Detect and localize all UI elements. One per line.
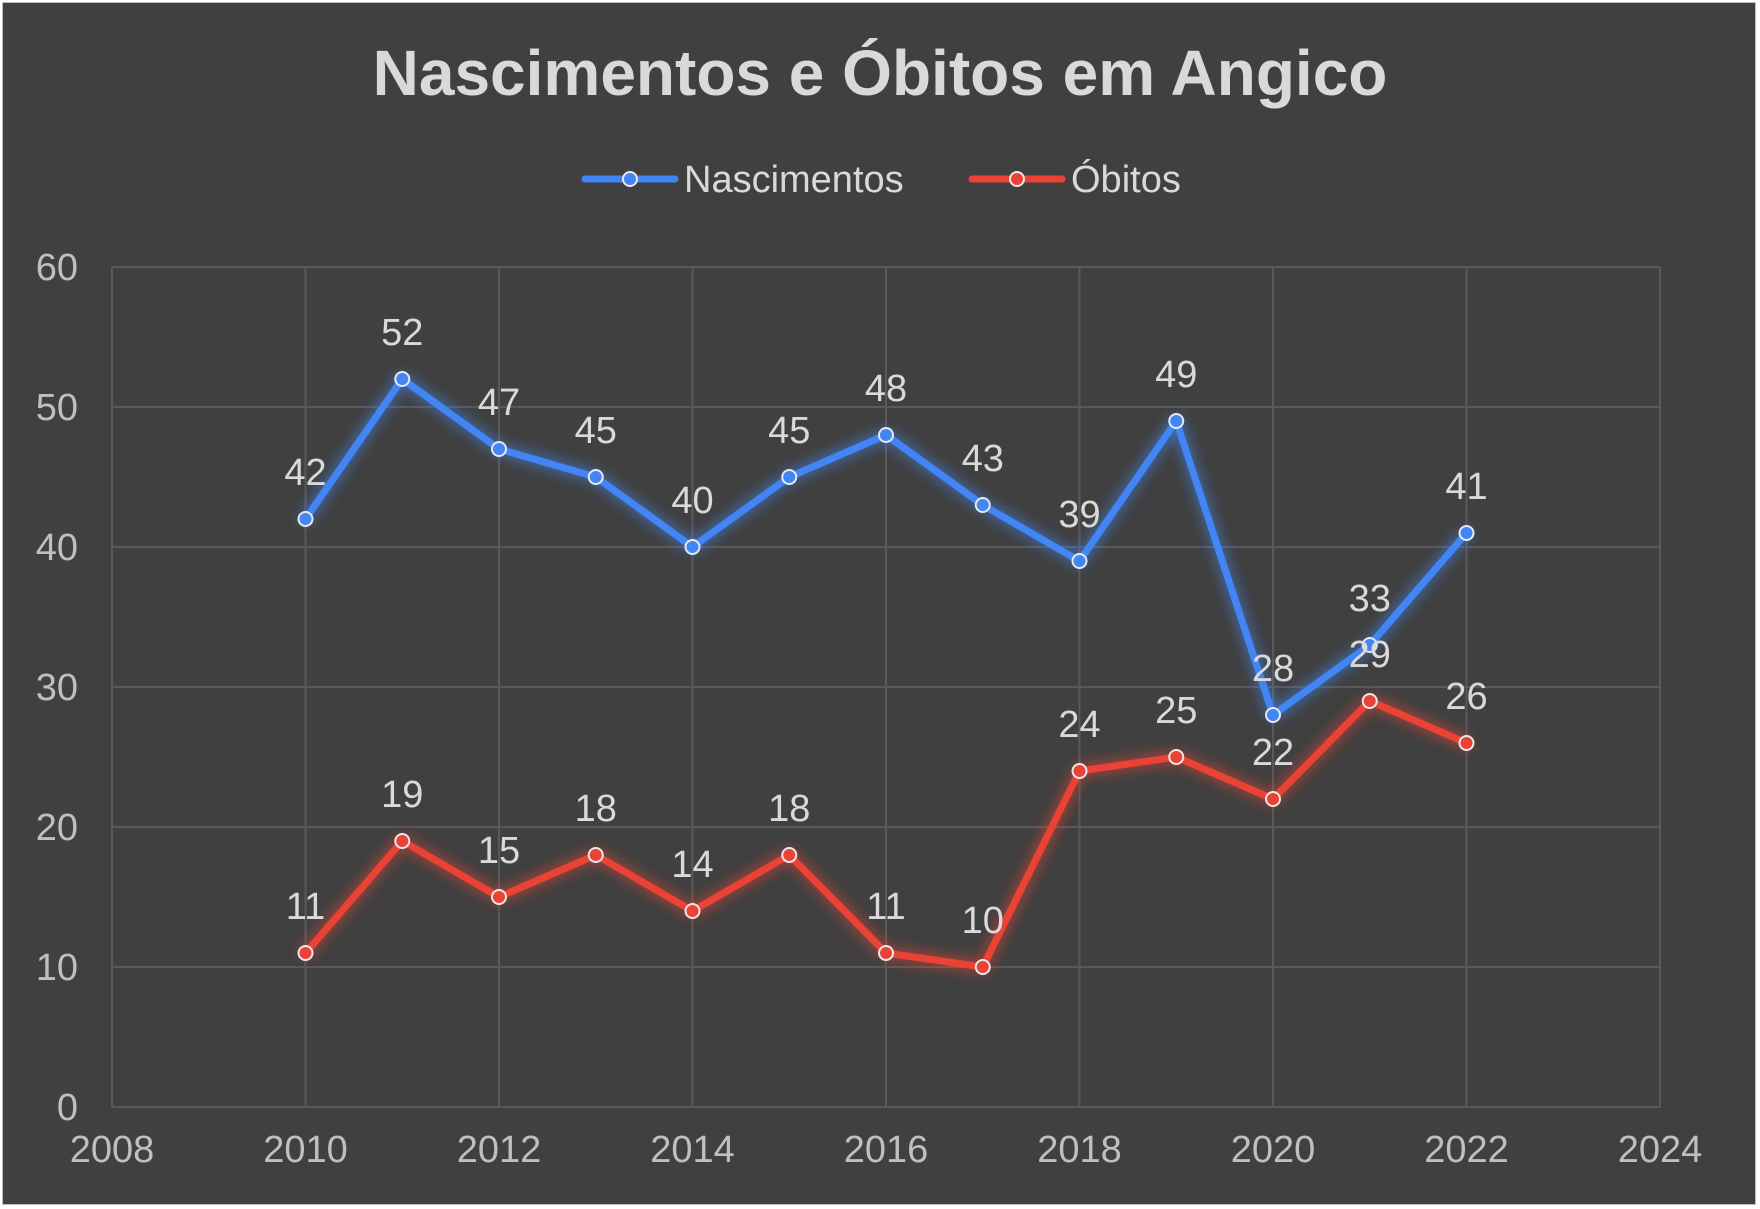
y-tick-label: 0 (57, 1087, 78, 1129)
series-layer (297, 371, 1475, 975)
data-label: 39 (1058, 494, 1100, 536)
x-tick-label: 2014 (650, 1129, 735, 1171)
y-tick-label: 30 (36, 667, 78, 709)
data-label: 52 (381, 312, 423, 354)
x-tick-label: 2016 (844, 1129, 929, 1171)
data-label: 18 (575, 788, 617, 830)
legend: Nascimentos Óbitos (581, 158, 1181, 201)
data-label: 11 (286, 886, 325, 928)
data-label: 18 (768, 788, 810, 830)
data-point (878, 945, 894, 961)
data-label: 47 (478, 382, 520, 424)
data-point (1168, 413, 1185, 429)
y-tick-label: 10 (36, 947, 78, 989)
data-label: 25 (1155, 690, 1197, 732)
data-label: 33 (1349, 578, 1391, 620)
data-label: 41 (1445, 466, 1487, 508)
data-point (1361, 637, 1378, 653)
y-tick-label: 20 (36, 807, 78, 849)
data-point (974, 497, 991, 513)
data-point (684, 539, 701, 555)
data-label: 43 (962, 438, 1004, 480)
data-label: 19 (381, 774, 423, 816)
y-tick-label: 40 (36, 527, 78, 569)
grid (111, 266, 1661, 1108)
data-point (974, 959, 991, 975)
data-point (297, 945, 314, 961)
legend-item-nascimentos: Nascimentos (581, 159, 904, 201)
data-label: 28 (1252, 648, 1294, 690)
data-label: 24 (1058, 704, 1100, 746)
x-tick-label: 2022 (1424, 1129, 1509, 1171)
data-label: 11 (866, 886, 905, 928)
x-axis: 2008 2010 2012 2014 2016 2018 2020 2022 2024 (70, 1129, 1703, 1171)
data-labels: 42 52 47 45 40 45 48 43 39 49 28 33 41 11 19 15 18 14 18 11… (284, 312, 1487, 942)
data-point (1265, 791, 1281, 807)
y-tick-label: 60 (36, 247, 78, 289)
data-point (1458, 525, 1475, 541)
x-tick-label: 2008 (70, 1129, 155, 1171)
x-tick-label: 2010 (263, 1129, 348, 1171)
data-point (684, 903, 701, 919)
data-point (1071, 553, 1088, 569)
legend-marker (622, 171, 638, 187)
data-point (491, 441, 507, 457)
x-tick-label: 2012 (457, 1129, 542, 1171)
x-tick-label: 2020 (1231, 1129, 1316, 1171)
data-point (587, 469, 604, 485)
data-label: 49 (1155, 354, 1197, 396)
y-tick-label: 50 (36, 387, 78, 429)
data-point (1265, 707, 1281, 723)
data-point (878, 427, 894, 443)
data-point (781, 469, 798, 485)
data-label: 42 (284, 452, 326, 494)
data-point (394, 371, 411, 387)
data-label: 22 (1252, 732, 1294, 774)
data-point (394, 833, 411, 849)
data-point (1458, 735, 1475, 751)
data-label: 15 (478, 830, 520, 872)
data-point (587, 847, 604, 863)
data-label: 29 (1349, 634, 1391, 676)
data-point (781, 847, 798, 863)
data-point (1071, 763, 1088, 779)
data-label: 40 (671, 480, 713, 522)
legend-label: Nascimentos (684, 159, 904, 201)
data-label: 45 (768, 410, 810, 452)
data-label: 26 (1445, 676, 1487, 718)
data-point (1361, 693, 1378, 709)
legend-item-obitos: Óbitos (968, 158, 1181, 201)
data-point (1168, 749, 1185, 765)
x-tick-label: 2018 (1037, 1129, 1122, 1171)
data-point (491, 889, 507, 905)
series-obitos (297, 693, 1475, 975)
y-axis: 0 10 20 30 40 50 60 (36, 247, 78, 1129)
data-label: 48 (865, 368, 907, 410)
legend-marker (1009, 171, 1025, 187)
data-label: 14 (671, 844, 713, 886)
chart-title: Nascimentos e Óbitos em Angico (373, 37, 1388, 109)
x-tick-label: 2024 (1618, 1129, 1703, 1171)
data-label: 45 (575, 410, 617, 452)
series-nascimentos (297, 371, 1475, 723)
legend-label: Óbitos (1071, 158, 1181, 201)
data-label: 10 (962, 900, 1004, 942)
data-point (297, 511, 314, 527)
